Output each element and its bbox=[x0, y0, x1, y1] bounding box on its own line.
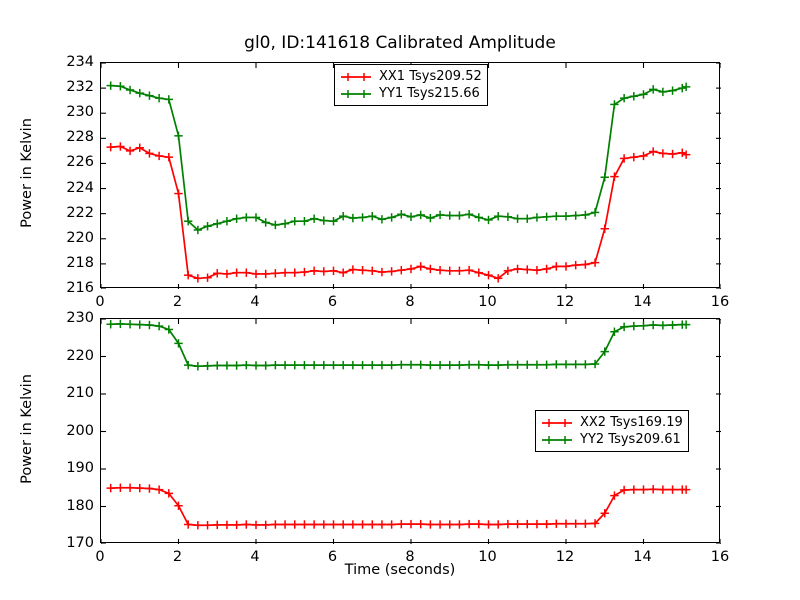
top-y-tick: 218 bbox=[66, 254, 94, 271]
top-legend[interactable]: XX1 Tsys209.52 YY1 Tsys215.66 bbox=[334, 64, 488, 106]
bottom-y-tick: 170 bbox=[66, 535, 94, 551]
bottom-x-tick: 4 bbox=[250, 549, 260, 565]
top-x-tick: 14 bbox=[633, 294, 652, 310]
top-x-tick: 4 bbox=[250, 294, 260, 310]
legend-line-sample-icon bbox=[341, 89, 371, 98]
top-x-tick: 6 bbox=[327, 294, 338, 310]
legend-label: XX2 Tsys169.19 bbox=[580, 415, 683, 430]
legend-line-sample-icon bbox=[542, 435, 572, 444]
bottom-x-tick: 2 bbox=[172, 549, 183, 565]
legend-item[interactable]: YY1 Tsys215.66 bbox=[339, 85, 482, 102]
bottom-y-tick: 220 bbox=[66, 347, 94, 364]
bottom-x-tick: 16 bbox=[710, 549, 730, 565]
bottom-x-tick: 0 bbox=[95, 549, 105, 565]
bottom-y-tick: 210 bbox=[66, 385, 94, 401]
top-y-tick: 224 bbox=[66, 179, 94, 196]
bottom-y-axis-label: Power in Kelvin bbox=[19, 373, 35, 484]
bottom-x-tick: 8 bbox=[405, 549, 415, 565]
legend-item[interactable]: XX2 Tsys169.19 bbox=[540, 414, 683, 431]
top-x-tick: 8 bbox=[405, 294, 415, 310]
top-x-tick: 16 bbox=[710, 294, 730, 310]
legend-label: YY1 Tsys215.66 bbox=[379, 86, 480, 101]
top-y-tick: 222 bbox=[66, 204, 94, 221]
bottom-legend[interactable]: XX2 Tsys169.19 YY2 Tsys209.61 bbox=[535, 410, 689, 452]
page-title: gl0, ID:141618 Calibrated Amplitude bbox=[244, 33, 556, 53]
top-y-tick: 216 bbox=[66, 280, 94, 296]
bottom-y-tick: 180 bbox=[66, 497, 94, 514]
bottom-y-tick: 200 bbox=[66, 422, 94, 439]
bottom-x-tick: 10 bbox=[478, 549, 497, 565]
top-y-axis-label: Power in Kelvin bbox=[19, 118, 35, 228]
top-y-tick: 220 bbox=[66, 229, 94, 246]
top-x-tick: 0 bbox=[95, 294, 105, 310]
legend-label: YY2 Tsys209.61 bbox=[580, 432, 681, 447]
bottom-plot-canvas bbox=[101, 319, 721, 544]
legend-item[interactable]: YY2 Tsys209.61 bbox=[540, 431, 683, 448]
top-y-tick: 230 bbox=[66, 104, 94, 121]
top-x-tick: 2 bbox=[172, 294, 183, 310]
top-y-tick: 232 bbox=[66, 79, 94, 96]
bottom-x-tick: 6 bbox=[327, 549, 338, 565]
top-x-tick: 10 bbox=[478, 294, 497, 310]
top-y-tick: 228 bbox=[66, 129, 94, 146]
legend-label: XX1 Tsys209.52 bbox=[379, 69, 482, 84]
series-1 bbox=[106, 142, 691, 283]
top-y-tick: 226 bbox=[66, 154, 94, 171]
legend-item[interactable]: XX1 Tsys209.52 bbox=[339, 68, 482, 85]
bottom-x-tick: 12 bbox=[555, 549, 575, 565]
bottom-y-tick: 190 bbox=[66, 460, 94, 476]
top-plot-canvas bbox=[101, 63, 721, 289]
series-2 bbox=[106, 81, 691, 235]
legend-line-sample-icon bbox=[542, 418, 572, 427]
legend-line-sample-icon bbox=[341, 72, 371, 81]
x-axis-label: Time (seconds) bbox=[344, 562, 456, 578]
series-2 bbox=[106, 319, 691, 371]
top-y-tick: 234 bbox=[66, 54, 94, 70]
bottom-x-tick: 14 bbox=[633, 549, 652, 565]
top-x-tick: 12 bbox=[555, 294, 575, 310]
series-1 bbox=[106, 483, 691, 530]
bottom-y-tick: 230 bbox=[66, 310, 94, 326]
